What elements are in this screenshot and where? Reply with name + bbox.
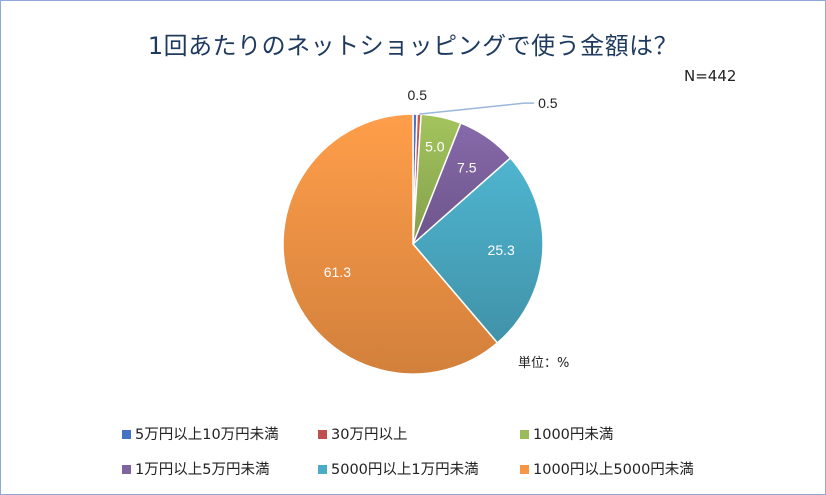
legend-item-1: 30万円以上: [318, 423, 407, 444]
legend-swatch-1: [318, 430, 327, 439]
legend-label-1: 30万円以上: [331, 427, 408, 443]
legend-item-5: 1000円以上5000円未満: [520, 458, 694, 479]
legend-swatch-0: [122, 430, 131, 439]
legend-swatch-5: [520, 465, 529, 474]
legend-label-4: 5000円以上1万円未満: [331, 462, 479, 478]
legend-swatch-4: [318, 465, 327, 474]
legend-label-3: 1万円以上5万円未満: [135, 462, 270, 478]
data-label-4: 25.3: [488, 242, 515, 258]
legend-label-0: 5万円以上10万円未満: [135, 427, 279, 443]
pie-slice-5: [282, 113, 499, 375]
legend-item-3: 1万円以上5万円未満: [122, 458, 269, 479]
legend-item-4: 5000円以上1万円未満: [318, 458, 479, 479]
leader-line-1: [419, 102, 535, 115]
legend-item-0: 5万円以上10万円未満: [122, 423, 279, 444]
chart-title: 1回あたりのネットショッピングで使う金額は？: [147, 32, 679, 60]
legend-label-2: 1000円未満: [533, 427, 614, 443]
legend-swatch-3: [122, 465, 131, 474]
data-label-3: 7.5: [457, 159, 477, 175]
sample-size-label: N=442: [684, 67, 737, 85]
unit-label: 単位：%: [518, 356, 570, 371]
data-label-0: 0.5: [408, 87, 428, 103]
data-label-5: 61.3: [324, 264, 351, 280]
legend-swatch-2: [520, 430, 529, 439]
data-label-2: 5.0: [425, 138, 445, 154]
legend-item-2: 1000円未満: [520, 423, 613, 444]
data-label-1: 0.5: [538, 95, 558, 111]
pie-slice-4: [411, 156, 544, 344]
legend-label-5: 1000円以上5000円未満: [533, 462, 694, 478]
